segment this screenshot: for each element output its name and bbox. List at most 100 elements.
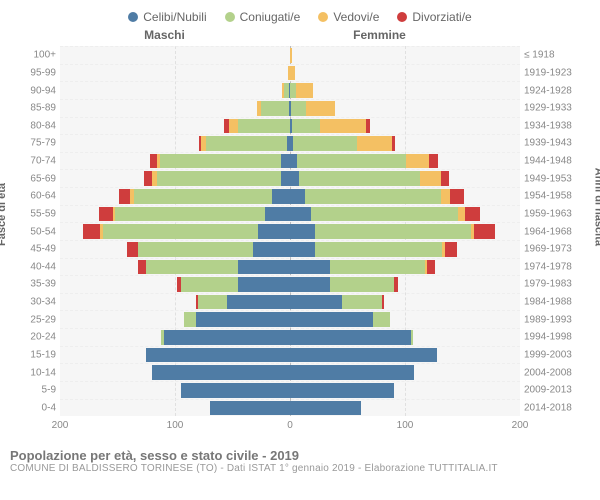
bar-segment [229,119,238,134]
legend-item: Coniugati/e [225,10,301,24]
pyramid-row: 50-541964-1968 [60,222,520,240]
age-tick: 95-99 [22,67,56,78]
year-tick: 1939-1943 [524,138,582,149]
bar-segment [315,242,442,257]
year-tick: 1974-1978 [524,261,582,272]
year-tick: 1954-1958 [524,191,582,202]
bar-segment [134,189,272,204]
bar-segment [290,277,330,292]
bar-segment [157,171,281,186]
female-label: Femmine [353,28,406,46]
age-tick: 50-54 [22,226,56,237]
age-tick: 75-79 [22,138,56,149]
pyramid-row: 85-891929-1933 [60,99,520,117]
chart-subtitle: COMUNE DI BALDISSERO TORINESE (TO) - Dat… [10,463,590,474]
pyramid-row: 25-291989-1993 [60,310,520,328]
bar-segment [103,224,258,239]
year-tick: 1999-2003 [524,349,582,360]
bar-segment [290,207,311,222]
bar-segment [198,295,227,310]
bar-segment [373,312,390,327]
age-tick: 25-29 [22,314,56,325]
pyramid-row: 60-641954-1958 [60,187,520,205]
bar-segment [272,189,290,204]
pyramid-row: 70-741944-1948 [60,152,520,170]
bar-segment [138,260,146,275]
bar-segment [458,207,465,222]
year-tick: 1969-1973 [524,244,582,255]
bar-segment [210,401,291,416]
pyramid-row: 10-142004-2008 [60,363,520,381]
year-tick: 2014-2018 [524,402,582,413]
age-tick: 65-69 [22,173,56,184]
bar-segment [290,242,315,257]
bar-segment [290,154,297,169]
legend-swatch [318,12,328,22]
legend-swatch [397,12,407,22]
age-tick: 40-44 [22,261,56,272]
bar-segment [306,101,335,116]
pyramid-row: 80-841934-1938 [60,117,520,135]
year-tick: 1949-1953 [524,173,582,184]
age-tick: 10-14 [22,367,56,378]
gender-labels: Maschi Femmine [60,28,490,46]
bar-segment [297,154,406,169]
bar-segment [290,348,437,363]
x-axis-ticks: 2001000100200 [60,420,520,436]
bar-segment [441,171,449,186]
bar-segment [238,277,290,292]
legend-label: Coniugati/e [240,10,301,24]
bar-segment [290,189,305,204]
bar-segment [293,136,356,151]
legend-item: Vedovi/e [318,10,379,24]
year-tick: 2009-2013 [524,385,582,396]
bar-segment [394,277,399,292]
bar-segment [238,119,290,134]
bar-segment [445,242,457,257]
bar-segment [382,295,384,310]
bar-segment [206,136,287,151]
bar-segment [330,260,424,275]
year-tick: 1984-1988 [524,297,582,308]
male-label: Maschi [144,28,185,46]
legend-label: Celibi/Nubili [143,10,206,24]
bar-segment [164,330,291,345]
year-tick: 2004-2008 [524,367,582,378]
bar-segment [342,295,382,310]
bar-segment [290,66,295,81]
bar-segment [281,171,290,186]
pyramid-row: 100+≤ 1918 [60,46,520,64]
x-tick: 100 [397,420,414,431]
bar-segment [253,242,290,257]
year-tick: 1944-1948 [524,156,582,167]
age-tick: 60-64 [22,191,56,202]
bar-segment [152,365,290,380]
bar-segment [227,295,290,310]
pyramid-row: 55-591959-1963 [60,205,520,223]
right-axis-label: Anni di nascita [592,168,600,246]
pyramid-row: 5-92009-2013 [60,381,520,399]
bar-segment [115,207,265,222]
year-tick: 1989-1993 [524,314,582,325]
year-tick: ≤ 1918 [524,50,582,61]
pyramid-row: 0-42014-2018 [60,399,520,417]
bar-segment [238,260,290,275]
bar-segment [291,101,306,116]
bar-segment [406,154,429,169]
bar-segment [296,83,313,98]
bar-segment [261,101,289,116]
year-tick: 1964-1968 [524,226,582,237]
age-tick: 35-39 [22,279,56,290]
bar-segment [474,224,495,239]
bar-segment [290,330,411,345]
age-tick: 90-94 [22,85,56,96]
age-tick: 30-34 [22,297,56,308]
chart-title: Popolazione per età, sesso e stato civil… [10,448,590,463]
age-tick: 45-49 [22,244,56,255]
bar-segment [196,312,290,327]
year-tick: 1979-1983 [524,279,582,290]
bar-segment [290,171,299,186]
year-tick: 1924-1928 [524,85,582,96]
year-tick: 1934-1938 [524,120,582,131]
year-tick: 1994-1998 [524,332,582,343]
